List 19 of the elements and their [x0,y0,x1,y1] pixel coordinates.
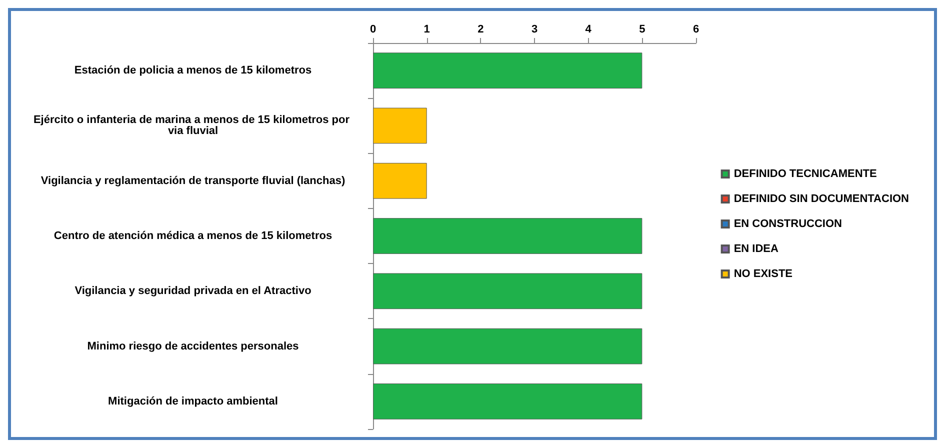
y-tick-label: Vigilancia y reglamentación de transporte fluvial (lanchas) [40,174,346,187]
y-tick-label: Mitigación de impacto ambiental [108,395,278,408]
y-tick-label: Centro de atención médica a menos de 15 kilometros [54,230,332,242]
legend-label: NO EXISTE [734,268,793,280]
x-tick-label: 2 [478,24,484,36]
legend-label: DEFINIDO TECNICAMENTE [734,168,877,180]
x-tick-label: 4 [585,24,592,36]
legend-label: EN CONSTRUCCION [734,218,842,230]
legend-label: DEFINIDO SIN DOCUMENTACION [734,193,910,205]
x-tick-label: 3 [531,24,538,36]
y-tick-label: Vigilancia y seguridad privada en el Atractivo [74,285,312,298]
y-tick-label: Ejército o infanteria de marina a menos de 15 kilometros por via fluvial [33,114,353,138]
legend-label: EN IDEA [734,243,778,255]
x-tick-label: 5 [639,24,646,36]
x-tick-label: 6 [692,24,700,36]
x-tick-label: 0 [370,24,376,36]
y-tick-label: Minimo riesgo de accidentes personales [87,340,299,352]
y-tick-label: Estación de policia a menos de 15 kilometros [74,64,312,77]
x-tick-label: 1 [424,24,430,36]
